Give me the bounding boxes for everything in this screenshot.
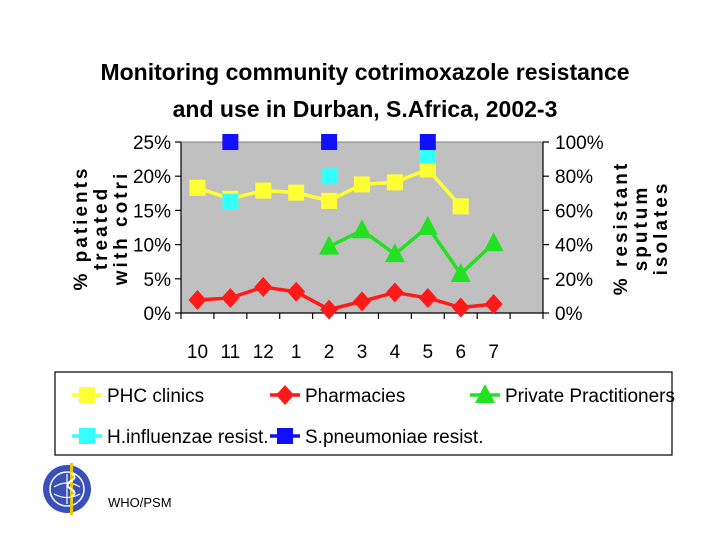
data-point-2 bbox=[417, 215, 438, 235]
right-axis-label-line-1: % resistant bbox=[611, 161, 632, 295]
data-point-0 bbox=[321, 192, 338, 209]
right-tick-label: 0% bbox=[555, 304, 583, 325]
legend-label-4: S.pneumoniae resist. bbox=[305, 427, 484, 448]
data-point-0 bbox=[189, 179, 206, 196]
left-axis-label-line-1: % patients bbox=[71, 165, 92, 290]
left-tick-label: 25% bbox=[133, 133, 171, 154]
x-tick-label: 6 bbox=[455, 342, 466, 363]
data-point-1 bbox=[320, 299, 339, 320]
data-point-1 bbox=[418, 287, 437, 308]
data-point-1 bbox=[287, 281, 306, 302]
x-tick-label: 3 bbox=[357, 342, 368, 363]
right-tick-label: 80% bbox=[555, 167, 593, 188]
chart-marks bbox=[188, 134, 504, 320]
data-point-1 bbox=[254, 277, 273, 298]
data-point-2 bbox=[450, 263, 471, 283]
legend: PHC clinics Pharmacies Private Practitione… bbox=[72, 384, 675, 448]
data-point-2 bbox=[384, 243, 405, 263]
data-point-1 bbox=[385, 282, 404, 303]
legend-marker-4 bbox=[277, 428, 293, 444]
left-tick-label: 10% bbox=[133, 236, 171, 257]
left-tick-label: 20% bbox=[133, 167, 171, 188]
data-point-2 bbox=[483, 232, 504, 252]
legend-marker-1 bbox=[276, 385, 294, 405]
right-tick-label: 100% bbox=[555, 133, 604, 154]
who-emblem-icon bbox=[43, 463, 91, 515]
right-tick-label: 60% bbox=[555, 201, 593, 222]
chart-title-line-2: and use in Durban, S.Africa, 2002-3 bbox=[173, 96, 558, 122]
legend-marker-3 bbox=[79, 428, 95, 444]
x-tick-label: 12 bbox=[253, 342, 274, 363]
left-tick-label: 0% bbox=[144, 304, 172, 325]
x-tick-label: 11 bbox=[220, 342, 240, 363]
data-point-3 bbox=[222, 193, 239, 210]
data-point-0 bbox=[386, 174, 403, 191]
left-tick-label: 5% bbox=[144, 270, 172, 291]
x-tick-label: 1 bbox=[291, 342, 302, 363]
data-point-1 bbox=[188, 290, 207, 311]
right-tick-label: 40% bbox=[555, 236, 593, 257]
x-tick-label: 7 bbox=[488, 342, 499, 363]
left-axis-label-line-2: treated bbox=[91, 186, 112, 270]
right-tick-label: 20% bbox=[555, 270, 593, 291]
legend-label-2: Private Practitioners bbox=[505, 386, 675, 407]
left-tick-label: 15% bbox=[133, 201, 171, 222]
right-axis-label-line-3: isolates bbox=[651, 181, 672, 276]
legend-label-0: PHC clinics bbox=[107, 386, 204, 407]
series-line-1 bbox=[197, 285, 494, 312]
x-tick-label: 4 bbox=[390, 342, 401, 363]
data-point-0 bbox=[419, 161, 436, 178]
data-point-1 bbox=[353, 291, 371, 312]
data-point-0 bbox=[288, 184, 305, 201]
legend-marker-2 bbox=[475, 384, 495, 403]
data-point-0 bbox=[354, 176, 370, 193]
data-point-3 bbox=[321, 168, 338, 185]
chart-title-line-1: Monitoring community cotrimoxazole resis… bbox=[100, 59, 629, 85]
x-tick-label: 5 bbox=[423, 342, 434, 363]
data-point-0 bbox=[255, 182, 272, 199]
legend-label-1: Pharmacies bbox=[305, 386, 405, 407]
data-point-4 bbox=[222, 134, 239, 150]
chart-title: Monitoring community cotrimoxazole resis… bbox=[100, 59, 629, 122]
legend-label-3: H.influenzae resist. bbox=[107, 427, 269, 448]
data-point-4 bbox=[321, 134, 338, 150]
data-point-2 bbox=[352, 219, 372, 239]
right-axis-label-line-2: sputum bbox=[631, 185, 652, 272]
legend-marker-0 bbox=[79, 387, 95, 403]
data-point-2 bbox=[319, 235, 340, 255]
left-axis-label-line-3: with cotri bbox=[111, 171, 132, 286]
footer-label: WHO/PSM bbox=[108, 495, 172, 510]
x-tick-label: 10 bbox=[187, 342, 208, 363]
axes: 0%5%10%15%20%25%0%20%40%60%80%100%10 11 12… bbox=[133, 133, 604, 363]
data-point-0 bbox=[452, 198, 469, 215]
data-point-3 bbox=[419, 147, 436, 164]
data-point-1 bbox=[451, 297, 470, 318]
data-point-1 bbox=[221, 287, 240, 308]
data-point-4 bbox=[419, 134, 436, 150]
right-axis-label: % resistant sputum isolates bbox=[611, 161, 672, 295]
x-tick-label: 2 bbox=[324, 342, 335, 363]
legend-box bbox=[54, 371, 673, 456]
left-axis-label: % patients treated with cotri bbox=[71, 165, 132, 290]
data-point-1 bbox=[484, 294, 503, 315]
